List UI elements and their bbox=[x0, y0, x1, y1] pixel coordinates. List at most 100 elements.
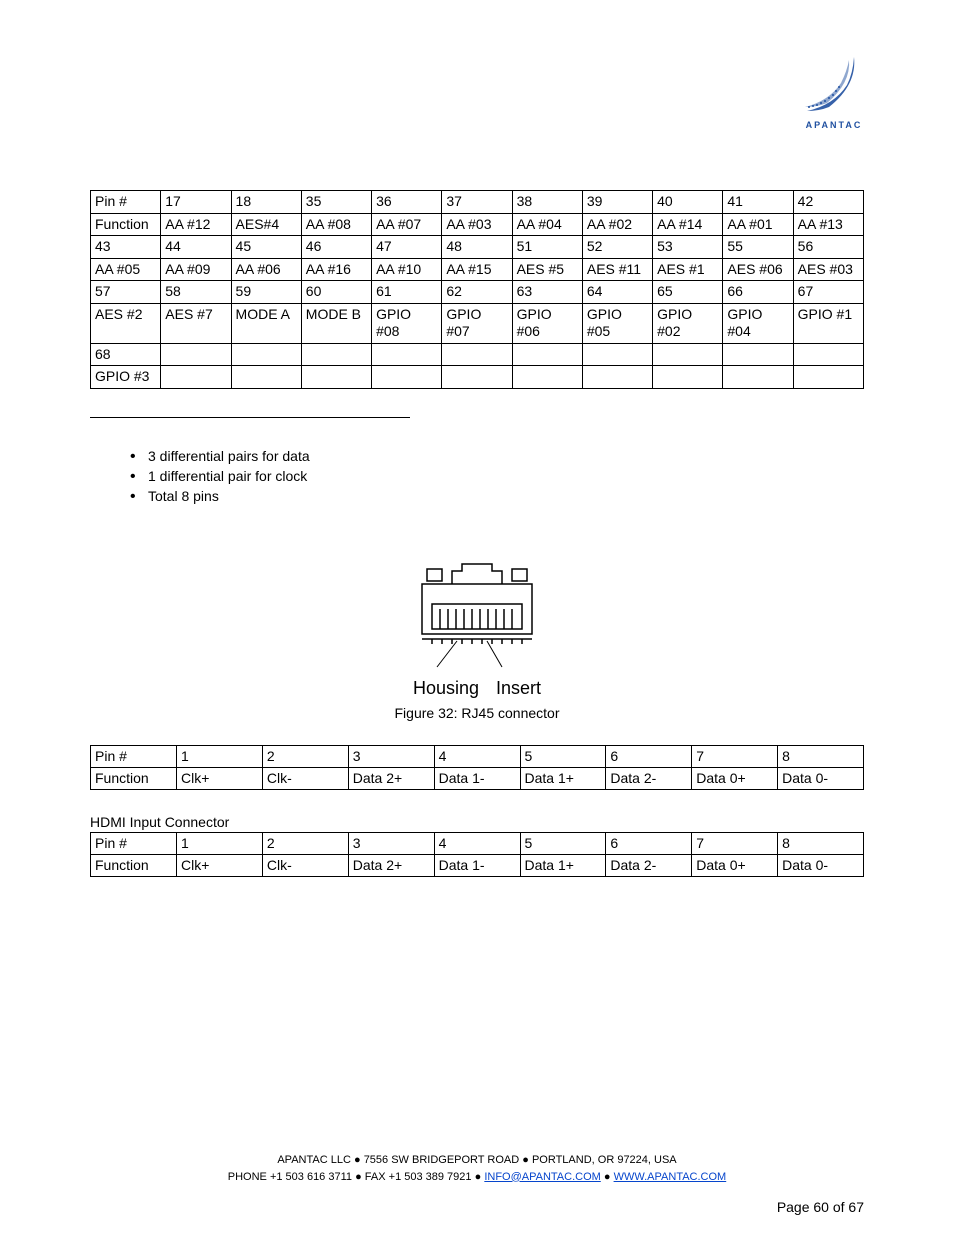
t2-cell: 1 bbox=[177, 745, 263, 767]
t1-cell bbox=[442, 343, 512, 366]
t3-cell: Clk- bbox=[262, 854, 348, 876]
separator-line bbox=[90, 417, 410, 418]
bullet-icon: ● bbox=[475, 1171, 482, 1183]
t1-cell: 48 bbox=[442, 236, 512, 259]
t1-cell: AES #7 bbox=[161, 303, 231, 343]
t1-cell: 63 bbox=[512, 281, 582, 304]
t1-cell: AA #04 bbox=[512, 213, 582, 236]
t1-cell bbox=[793, 366, 863, 389]
t1-cell: AA #09 bbox=[161, 258, 231, 281]
t2-cell: 7 bbox=[692, 745, 778, 767]
t1-cell bbox=[793, 343, 863, 366]
t1-cell: 39 bbox=[582, 191, 652, 214]
t1-cell bbox=[653, 343, 723, 366]
t3-cell: Data 0- bbox=[778, 854, 864, 876]
t1-cell bbox=[301, 366, 371, 389]
t3-cell: Function bbox=[91, 854, 177, 876]
t1-cell: MODE B bbox=[301, 303, 371, 343]
t1-cell: 58 bbox=[161, 281, 231, 304]
t1-cell: AES #2 bbox=[91, 303, 161, 343]
t3-cell: Data 2+ bbox=[348, 854, 434, 876]
t1-cell: 60 bbox=[301, 281, 371, 304]
footer-address: 7556 SW BRIDGEPORT ROAD bbox=[364, 1154, 519, 1166]
t3-cell: Data 2- bbox=[606, 854, 692, 876]
t1-cell: AA #03 bbox=[442, 213, 512, 236]
figure-label-insert: Insert bbox=[496, 678, 541, 698]
t1-cell bbox=[723, 343, 793, 366]
t1-cell bbox=[231, 366, 301, 389]
t1-cell: AA #15 bbox=[442, 258, 512, 281]
t1-cell: 55 bbox=[723, 236, 793, 259]
t1-cell: 46 bbox=[301, 236, 371, 259]
bullet-icon: ● bbox=[604, 1171, 611, 1183]
t1-cell: 65 bbox=[653, 281, 723, 304]
t2-cell: 3 bbox=[348, 745, 434, 767]
t2-cell: Clk+ bbox=[177, 767, 263, 789]
t3-cell: 2 bbox=[262, 832, 348, 854]
rj45-connector-icon bbox=[402, 559, 552, 669]
t2-cell: Data 2- bbox=[606, 767, 692, 789]
t2-cell: Data 1+ bbox=[520, 767, 606, 789]
t1-cell: 35 bbox=[301, 191, 371, 214]
t1-cell: AA #01 bbox=[723, 213, 793, 236]
t3-cell: 7 bbox=[692, 832, 778, 854]
t1-cell: 43 bbox=[91, 236, 161, 259]
t1-cell: Function bbox=[91, 213, 161, 236]
t3-cell: Data 1- bbox=[434, 854, 520, 876]
figure-rj45: Housing Insert Figure 32: RJ45 connector bbox=[90, 559, 864, 721]
t1-cell: 17 bbox=[161, 191, 231, 214]
footer-site-link[interactable]: WWW.APANTAC.COM bbox=[614, 1171, 727, 1183]
pin-table-hdmi: Pin # 1 2 3 4 5 6 7 8 Function Clk+ Clk-… bbox=[90, 832, 864, 877]
t1-cell: AA #13 bbox=[793, 213, 863, 236]
t1-cell: AA #14 bbox=[653, 213, 723, 236]
t2-cell: Clk- bbox=[262, 767, 348, 789]
t1-cell bbox=[231, 343, 301, 366]
t1-cell: AA #16 bbox=[301, 258, 371, 281]
t1-cell bbox=[372, 343, 442, 366]
t1-cell: 18 bbox=[231, 191, 301, 214]
footer-company: APANTAC LLC bbox=[277, 1154, 351, 1166]
t3-cell: 3 bbox=[348, 832, 434, 854]
t1-cell: 53 bbox=[653, 236, 723, 259]
bullet-item: 1 differential pair for clock bbox=[130, 468, 864, 484]
t1-cell: Pin # bbox=[91, 191, 161, 214]
t1-cell: GPIO #04 bbox=[723, 303, 793, 343]
t1-cell: AES #11 bbox=[582, 258, 652, 281]
t1-cell: 47 bbox=[372, 236, 442, 259]
t3-cell: 8 bbox=[778, 832, 864, 854]
t3-cell: 6 bbox=[606, 832, 692, 854]
t1-cell: 68 bbox=[91, 343, 161, 366]
t1-cell: AA #10 bbox=[372, 258, 442, 281]
t1-cell bbox=[723, 366, 793, 389]
t1-cell bbox=[512, 366, 582, 389]
t3-cell: Pin # bbox=[91, 832, 177, 854]
t1-cell: 44 bbox=[161, 236, 231, 259]
bullet-icon: ● bbox=[355, 1171, 362, 1183]
t1-cell bbox=[301, 343, 371, 366]
t1-cell: 45 bbox=[231, 236, 301, 259]
t1-cell: AA #08 bbox=[301, 213, 371, 236]
t1-cell: GPIO #07 bbox=[442, 303, 512, 343]
t1-cell: AES #03 bbox=[793, 258, 863, 281]
t1-cell: 67 bbox=[793, 281, 863, 304]
pin-table-rj45: Pin # 1 2 3 4 5 6 7 8 Function Clk+ Clk-… bbox=[90, 745, 864, 790]
bullet-item: Total 8 pins bbox=[130, 488, 864, 504]
pin-table-main: Pin # 17 18 35 36 37 38 39 40 41 42 Func… bbox=[90, 190, 864, 389]
t1-cell: 57 bbox=[91, 281, 161, 304]
t1-cell: 41 bbox=[723, 191, 793, 214]
t1-cell: GPIO #1 bbox=[793, 303, 863, 343]
t1-cell: AA #02 bbox=[582, 213, 652, 236]
t2-cell: Data 0+ bbox=[692, 767, 778, 789]
t1-cell: 66 bbox=[723, 281, 793, 304]
t1-cell bbox=[582, 343, 652, 366]
t1-cell bbox=[442, 366, 512, 389]
figure-caption: Figure 32: RJ45 connector bbox=[90, 705, 864, 721]
t1-cell: 42 bbox=[793, 191, 863, 214]
t1-cell: GPIO #02 bbox=[653, 303, 723, 343]
footer-email-link[interactable]: INFO@APANTAC.COM bbox=[484, 1171, 600, 1183]
t1-cell: AES #1 bbox=[653, 258, 723, 281]
t1-cell: 51 bbox=[512, 236, 582, 259]
t1-cell: 61 bbox=[372, 281, 442, 304]
t2-cell: Pin # bbox=[91, 745, 177, 767]
t2-cell: 2 bbox=[262, 745, 348, 767]
